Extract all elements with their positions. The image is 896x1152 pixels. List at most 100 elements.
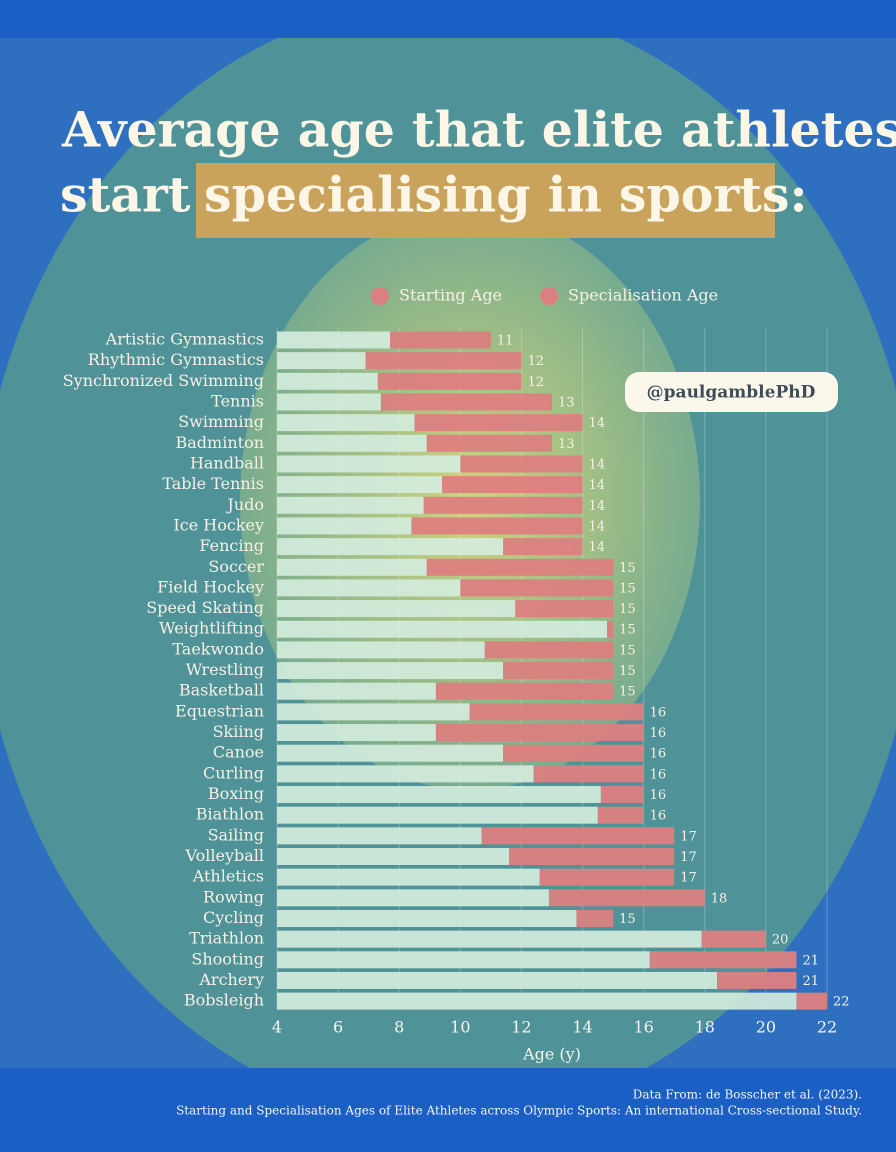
data-label: 15 bbox=[619, 664, 636, 679]
x-tick-label: 14 bbox=[572, 1018, 592, 1037]
y-tick-label: Athletics bbox=[192, 867, 264, 886]
bar-specialisation bbox=[365, 352, 522, 370]
data-label: 14 bbox=[589, 499, 606, 514]
y-tick-label: Curling bbox=[203, 763, 264, 782]
bar-specialisation bbox=[717, 971, 797, 989]
data-label: 14 bbox=[589, 519, 606, 534]
data-label: 14 bbox=[589, 540, 606, 555]
data-label: 14 bbox=[589, 457, 606, 472]
data-label: 12 bbox=[527, 375, 544, 390]
bar-specialisation bbox=[597, 806, 644, 824]
data-label: 17 bbox=[680, 871, 697, 886]
x-tick-label: 6 bbox=[333, 1018, 343, 1037]
watermark-pill bbox=[625, 372, 838, 412]
bar-specialisation bbox=[484, 641, 614, 659]
data-label: 11 bbox=[497, 334, 514, 349]
data-label: 21 bbox=[802, 953, 819, 968]
top-band bbox=[0, 0, 896, 38]
bar-start bbox=[277, 476, 442, 494]
bar-specialisation bbox=[460, 455, 583, 473]
y-tick-label: Bobsleigh bbox=[184, 991, 264, 1010]
bar-start bbox=[277, 786, 601, 804]
bar-specialisation bbox=[435, 682, 614, 700]
bar-start bbox=[277, 331, 391, 349]
data-label: 22 bbox=[833, 995, 850, 1010]
bar-start bbox=[277, 682, 436, 700]
y-tick-label: Soccer bbox=[208, 557, 264, 576]
bar-specialisation bbox=[548, 889, 705, 907]
chart: 4 6 8 10 12 14 16 18 20 22 Age (y) Starting Age Spec… bbox=[63, 286, 850, 1064]
bar-start bbox=[277, 827, 482, 845]
data-label: 15 bbox=[619, 643, 636, 658]
bar-specialisation bbox=[423, 496, 583, 514]
bar-start bbox=[277, 909, 577, 927]
y-tick-label: Rowing bbox=[203, 887, 264, 906]
data-label: 13 bbox=[558, 437, 575, 452]
x-tick-label: 12 bbox=[511, 1018, 531, 1037]
bar-start bbox=[277, 724, 436, 742]
y-tick-label: Field Hockey bbox=[157, 577, 264, 596]
data-label: 16 bbox=[650, 726, 667, 741]
bar-specialisation bbox=[460, 579, 614, 597]
legend-label: Specialisation Age bbox=[568, 286, 718, 305]
bar-start bbox=[277, 806, 598, 824]
y-tick-label: Canoe bbox=[213, 743, 264, 762]
y-tick-label: Ice Hockey bbox=[173, 515, 264, 534]
data-label: 17 bbox=[680, 829, 697, 844]
bar-start bbox=[277, 889, 549, 907]
y-tick-label: Judo bbox=[225, 495, 264, 514]
y-tick-label: Badminton bbox=[176, 433, 265, 452]
bar-start bbox=[277, 558, 427, 576]
legend-label: Starting Age bbox=[399, 286, 502, 305]
bar-specialisation bbox=[481, 827, 675, 845]
bar-start bbox=[277, 765, 534, 783]
x-tick-label: 10 bbox=[450, 1018, 470, 1037]
bar-start bbox=[277, 434, 427, 452]
bar-start bbox=[277, 372, 378, 390]
bar-start bbox=[277, 971, 717, 989]
bar-start bbox=[277, 951, 650, 969]
x-tick-label: 8 bbox=[394, 1018, 404, 1037]
bar-specialisation bbox=[469, 703, 644, 721]
y-tick-label: Swimming bbox=[178, 412, 264, 431]
y-tick-label: Biathlon bbox=[196, 805, 264, 824]
bar-specialisation bbox=[426, 434, 552, 452]
bar-specialisation bbox=[414, 414, 583, 432]
data-label: 18 bbox=[711, 891, 728, 906]
y-tick-label: Wrestling bbox=[186, 660, 264, 679]
title: start bbox=[60, 166, 191, 224]
y-tick-label: Fencing bbox=[199, 536, 264, 555]
bar-start bbox=[277, 600, 516, 618]
bar-start bbox=[277, 868, 540, 886]
y-tick-label: Archery bbox=[198, 970, 264, 989]
y-tick-label: Boxing bbox=[208, 784, 264, 803]
data-label: 12 bbox=[527, 354, 544, 369]
bar-specialisation bbox=[539, 868, 675, 886]
bar-specialisation bbox=[503, 662, 614, 680]
bar-specialisation bbox=[600, 786, 644, 804]
data-label: 15 bbox=[619, 561, 636, 576]
bar-specialisation bbox=[576, 909, 614, 927]
bar-specialisation bbox=[533, 765, 644, 783]
bar-specialisation bbox=[796, 992, 827, 1010]
bar-specialisation bbox=[442, 476, 583, 494]
y-tick-label: Shooting bbox=[191, 949, 264, 968]
bar-start bbox=[277, 744, 504, 762]
data-label: 16 bbox=[650, 767, 667, 782]
bar-start bbox=[277, 496, 424, 514]
x-tick-label: 16 bbox=[633, 1018, 653, 1037]
data-label: 15 bbox=[619, 685, 636, 700]
x-tick-label: 22 bbox=[817, 1018, 837, 1037]
y-tick-label: Speed Skating bbox=[146, 598, 264, 617]
data-label: 16 bbox=[650, 788, 667, 803]
bar-specialisation bbox=[701, 930, 766, 948]
data-label: 17 bbox=[680, 850, 697, 865]
title: Average age that elite athletes bbox=[61, 101, 896, 159]
bar-specialisation bbox=[503, 744, 644, 762]
title-highlight: specialising in sports: bbox=[204, 166, 808, 224]
data-label: 21 bbox=[802, 974, 819, 989]
bar-start bbox=[277, 414, 415, 432]
y-tick-label: Table Tennis bbox=[162, 474, 264, 493]
data-label: 15 bbox=[619, 912, 636, 927]
